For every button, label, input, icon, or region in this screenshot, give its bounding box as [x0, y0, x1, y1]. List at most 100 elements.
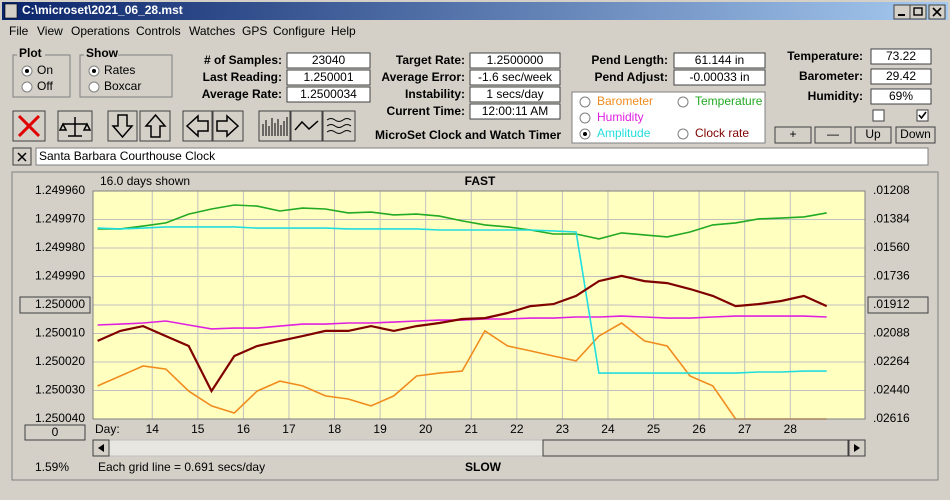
group-title-bg — [84, 49, 118, 61]
x-tick-label: 26 — [692, 422, 706, 436]
scroll-right-glyph — [854, 444, 860, 452]
y2-tick-label: .01736 — [873, 269, 910, 283]
series-line — [97, 322, 827, 420]
menu-item[interactable]: Help — [331, 24, 356, 38]
radio-dot — [92, 69, 96, 73]
scroll-thumb[interactable] — [542, 439, 849, 457]
field-value: 12:00:11 AM — [482, 104, 549, 118]
y2-tick-label: .02440 — [873, 383, 910, 397]
field-box — [469, 52, 561, 69]
field-value: 23040 — [312, 53, 346, 67]
radio-button[interactable] — [677, 128, 689, 140]
radio-button[interactable] — [21, 81, 33, 93]
y-tick-label: 1.250010 — [35, 326, 85, 340]
menu-item[interactable]: Watches — [189, 24, 235, 38]
trace-label: Temperature — [695, 94, 763, 108]
trace-label: Clock rate — [695, 126, 749, 140]
field-value: -0.00033 in — [689, 70, 749, 84]
field-label: Pend Adjust: — [594, 70, 668, 84]
y-tick-label: 1.250020 — [35, 354, 85, 368]
right-arrow — [216, 114, 240, 138]
field-box — [469, 86, 561, 103]
radio-button[interactable] — [579, 96, 591, 108]
offset-button[interactable] — [24, 424, 86, 441]
fast-label: FAST — [465, 174, 496, 188]
field-value: 61.144 in — [695, 53, 744, 67]
reference-button[interactable] — [19, 296, 91, 314]
check-mark — [918, 111, 927, 120]
y2-tick-label: .01912 — [873, 297, 910, 311]
grid-note: Each grid line = 0.691 secs/day — [98, 460, 265, 474]
button[interactable] — [854, 126, 892, 144]
button-label: — — [827, 127, 839, 141]
menu-item[interactable]: File — [9, 24, 29, 38]
button[interactable] — [774, 126, 812, 144]
trace-label: Humidity — [597, 110, 644, 124]
clear-icon — [17, 152, 27, 162]
field-label: Average Error: — [381, 70, 465, 84]
x-tick-label: 17 — [282, 422, 296, 436]
y-tick-label: 1.249970 — [35, 212, 85, 226]
y-tick-label: 1.250000 — [35, 297, 85, 311]
field-box — [469, 103, 561, 120]
radio-button[interactable] — [677, 96, 689, 108]
x-tick-label: 18 — [328, 422, 342, 436]
field-box — [673, 52, 766, 69]
field-box — [286, 52, 371, 69]
close-glyph — [932, 7, 942, 17]
menu-item[interactable]: Operations — [71, 24, 130, 38]
y2-tick-label: .02088 — [873, 326, 910, 340]
y-tick-label: 1.249980 — [35, 240, 85, 254]
group-title-bg — [17, 49, 45, 61]
button-label: Down — [900, 127, 931, 141]
clock-name-field[interactable] — [35, 147, 929, 166]
menu-item[interactable]: Controls — [136, 24, 181, 38]
bars-icon — [262, 117, 288, 136]
reference-button[interactable] — [867, 296, 929, 314]
maximize-button[interactable] — [909, 4, 927, 20]
wave-button[interactable] — [322, 110, 356, 142]
balance-icon — [58, 117, 92, 137]
radio-label: Off — [37, 79, 53, 93]
field-label: Target Rate: — [396, 53, 465, 67]
x-tick-label: 24 — [601, 422, 615, 436]
field-box — [286, 86, 371, 103]
plot-border — [92, 190, 866, 420]
field-value: 69% — [889, 89, 913, 103]
field-box — [870, 48, 932, 65]
app-icon — [4, 3, 18, 19]
slow-label: SLOW — [465, 460, 502, 474]
menu-item[interactable]: View — [37, 24, 63, 38]
field-label: Humidity: — [808, 89, 863, 103]
up-arrow — [144, 113, 167, 138]
x-tick-label: 19 — [373, 422, 387, 436]
radio-button[interactable] — [88, 81, 100, 93]
x-tick-label: 25 — [647, 422, 661, 436]
clock-name: Santa Barbara Courthouse Clock — [39, 149, 216, 163]
y2-tick-label: .01208 — [873, 183, 910, 197]
minimize-button[interactable] — [893, 4, 911, 20]
x-tick-label: 21 — [465, 422, 479, 436]
left-arrow — [185, 114, 209, 138]
window-controls — [893, 4, 946, 20]
radio-label: Boxcar — [104, 79, 141, 93]
x-tick-label: 15 — [191, 422, 205, 436]
radio-button[interactable] — [579, 112, 591, 124]
field-label: Instability: — [405, 87, 465, 101]
series-line — [97, 204, 827, 240]
x-tick-label: 20 — [419, 422, 433, 436]
button[interactable] — [895, 126, 936, 144]
button[interactable] — [814, 126, 852, 144]
maximize-glyph — [913, 7, 923, 16]
field-value: 1.2500000 — [487, 53, 544, 67]
menu-item[interactable]: GPS — [242, 24, 267, 38]
series-line — [97, 274, 828, 394]
series-line — [97, 226, 827, 374]
menu-item[interactable]: Configure — [273, 24, 325, 38]
button-label: + — [789, 127, 796, 141]
checkbox[interactable] — [872, 109, 885, 122]
y-tick-label: 1.250040 — [35, 411, 85, 425]
field-value: 1.2500034 — [300, 87, 357, 101]
group-title: Plot — [19, 46, 42, 60]
y2-tick-label: .01384 — [873, 212, 910, 226]
